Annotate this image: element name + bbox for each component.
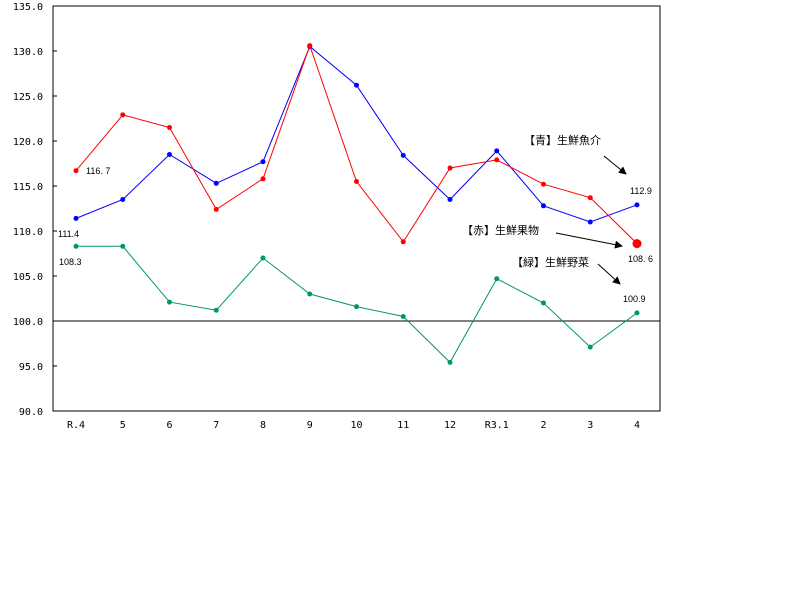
legend-green-vegetable: 【緑】生鮮野菜 <box>512 255 589 269</box>
y-tick-label: 115.0 <box>13 182 43 193</box>
data-point-marker <box>634 202 640 208</box>
y-tick-label: 120.0 <box>13 137 43 148</box>
y-axis: 135.0 130.0 125.0 120.0 115.0 110.0 105.0 100.0… <box>13 2 57 418</box>
y-tick-label: 110.0 <box>13 227 43 238</box>
x-tick-label: 10 <box>350 420 362 431</box>
data-point-marker <box>213 307 219 313</box>
data-point-marker <box>167 152 172 157</box>
x-axis: R.4 5 6 7 8 9 10 11 12 R3.1 2 3 4 <box>67 420 640 431</box>
red-start-label: 116. 7 <box>86 166 110 176</box>
data-point-marker <box>494 157 500 163</box>
x-tick-label: 3 <box>587 420 593 431</box>
green-end-label: 100.9 <box>623 294 646 304</box>
data-point-marker <box>167 299 172 305</box>
data-point-marker <box>494 276 500 282</box>
data-point-marker <box>213 206 219 212</box>
y-tick-label: 100.0 <box>13 317 43 328</box>
y-tick-label: 105.0 <box>13 272 43 283</box>
arrow-icon <box>555 232 623 249</box>
data-point-marker <box>120 197 126 202</box>
data-point-marker <box>120 112 126 118</box>
x-tick-label: R.4 <box>67 420 85 431</box>
data-point-marker <box>354 179 359 184</box>
data-point-marker <box>632 239 642 249</box>
x-tick-label: 4 <box>634 420 640 431</box>
blue-end-label: 112.9 <box>630 186 652 196</box>
data-point-marker <box>260 159 266 165</box>
data-point-marker <box>120 243 126 249</box>
series-lines <box>73 43 642 365</box>
x-tick-label: 11 <box>397 420 409 431</box>
data-point-marker <box>260 176 266 182</box>
y-tick-label: 90.0 <box>19 407 43 418</box>
y-tick-label: 130.0 <box>13 47 43 58</box>
data-point-marker <box>400 152 406 158</box>
data-point-marker <box>541 203 546 209</box>
data-point-marker <box>400 314 406 319</box>
x-tick-label: 9 <box>307 420 313 431</box>
x-tick-label: 8 <box>260 420 266 431</box>
red-end-label: 108. 6 <box>628 254 653 264</box>
x-tick-label: 2 <box>540 420 546 431</box>
x-tick-label: 6 <box>166 420 172 431</box>
x-tick-label: 7 <box>213 420 219 431</box>
data-point-marker <box>400 239 406 245</box>
x-tick-label: 12 <box>444 420 456 431</box>
data-point-marker <box>587 344 593 350</box>
data-point-marker <box>73 215 79 221</box>
arrow-icon <box>603 155 627 175</box>
data-point-marker <box>354 82 359 88</box>
data-point-marker <box>307 43 313 49</box>
data-point-marker <box>494 148 500 154</box>
data-point-marker <box>213 180 219 186</box>
data-point-marker <box>447 165 453 171</box>
y-tick-label: 95.0 <box>19 362 43 373</box>
arrow-icon <box>597 263 621 285</box>
data-point-marker <box>541 300 546 306</box>
legend-blue-fish: 【青】生鮮魚介 <box>524 133 601 147</box>
legend-red-fruit: 【赤】生鮮果物 <box>462 223 539 237</box>
data-point-marker <box>167 125 172 130</box>
y-tick-label: 125.0 <box>13 92 43 103</box>
data-point-marker <box>634 310 640 316</box>
blue-start-label: 111.4 <box>58 229 79 239</box>
data-point-marker <box>354 304 359 310</box>
x-tick-label: 5 <box>120 420 126 431</box>
data-point-marker <box>447 197 453 202</box>
data-point-marker <box>73 168 79 174</box>
y-tick-label: 135.0 <box>13 2 43 13</box>
data-point-marker <box>587 219 593 225</box>
x-tick-label: R3.1 <box>485 420 509 431</box>
data-point-marker <box>447 359 453 365</box>
data-point-marker <box>260 255 266 261</box>
data-point-marker <box>541 181 546 187</box>
data-point-marker <box>587 195 593 201</box>
data-point-marker <box>73 243 79 249</box>
data-point-marker <box>307 291 313 297</box>
green-start-label: 108.3 <box>59 257 82 267</box>
plot-area <box>52 5 661 412</box>
